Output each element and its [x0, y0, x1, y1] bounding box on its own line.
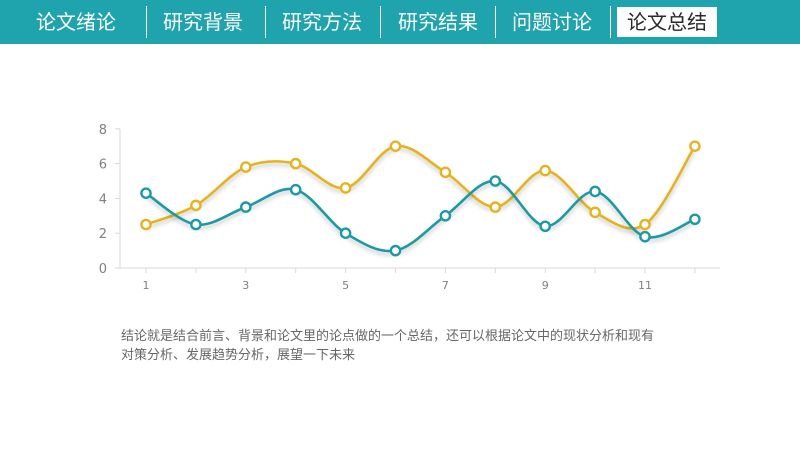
- nav-divider: [146, 6, 147, 38]
- data-point: [389, 244, 402, 257]
- data-point: [339, 227, 352, 239]
- nav-item-background[interactable]: 研究背景: [163, 10, 243, 34]
- data-point: [239, 161, 252, 173]
- data-point: [389, 140, 402, 152]
- nav-item-method[interactable]: 研究方法: [282, 10, 362, 34]
- nav-item-summary[interactable]: 论文总结: [617, 7, 717, 37]
- nav-item-intro[interactable]: 论文绪论: [36, 10, 116, 34]
- x-tick-label: 3: [242, 279, 249, 292]
- nav-item-results[interactable]: 研究结果: [398, 10, 478, 34]
- data-point: [689, 213, 701, 226]
- data-point: [339, 182, 352, 194]
- summary-line-1: 结论就是结合前言、背景和论文里的论点做的一个总结，还可以根据论文中的现状分析和现…: [121, 329, 655, 344]
- data-point: [190, 199, 202, 212]
- nav-divider: [380, 6, 381, 38]
- data-point: [639, 230, 651, 243]
- data-point: [489, 175, 502, 187]
- x-tick-label: 7: [442, 279, 449, 292]
- x-tick-label: 9: [542, 279, 549, 292]
- x-tick-label: 5: [342, 279, 349, 292]
- chart-axes: 0 2 4 6 8 1 3 5 7 9 11: [99, 123, 720, 292]
- y-tick-label: 8: [99, 123, 107, 138]
- data-point: [190, 218, 202, 231]
- x-tick-label: 11: [638, 279, 652, 292]
- data-point: [439, 209, 452, 222]
- data-point: [539, 220, 552, 233]
- data-point: [289, 183, 302, 196]
- data-point: [439, 166, 452, 179]
- data-point: [289, 157, 302, 170]
- nav-divider: [610, 6, 611, 38]
- data-point: [689, 140, 701, 152]
- chart-points: [140, 140, 701, 257]
- chart-series: [145, 144, 696, 253]
- nav-item-discussion[interactable]: 问题讨论: [512, 10, 592, 34]
- data-point: [140, 218, 152, 231]
- data-point: [239, 201, 252, 213]
- y-tick-label: 2: [99, 227, 107, 242]
- summary-line-2: 对策分析、发展趋势分析，展望一下未来: [121, 348, 356, 363]
- data-point: [589, 185, 601, 198]
- y-tick-label: 0: [99, 262, 107, 277]
- y-tick-label: 4: [99, 192, 107, 207]
- data-point: [639, 218, 651, 231]
- data-point: [539, 164, 552, 177]
- y-tick-label: 6: [99, 158, 107, 173]
- x-tick-label: 1: [143, 279, 150, 292]
- nav-divider: [495, 6, 496, 38]
- series-line: [145, 179, 696, 253]
- summary-text: 结论就是结合前言、背景和论文里的论点做的一个总结，还可以根据论文中的现状分析和现…: [121, 327, 701, 365]
- data-point: [489, 201, 502, 213]
- top-nav: 论文绪论 研究背景 研究方法 研究结果 问题讨论 论文总结: [0, 0, 800, 44]
- data-point: [140, 187, 152, 199]
- nav-divider: [265, 6, 266, 38]
- data-point: [589, 206, 601, 219]
